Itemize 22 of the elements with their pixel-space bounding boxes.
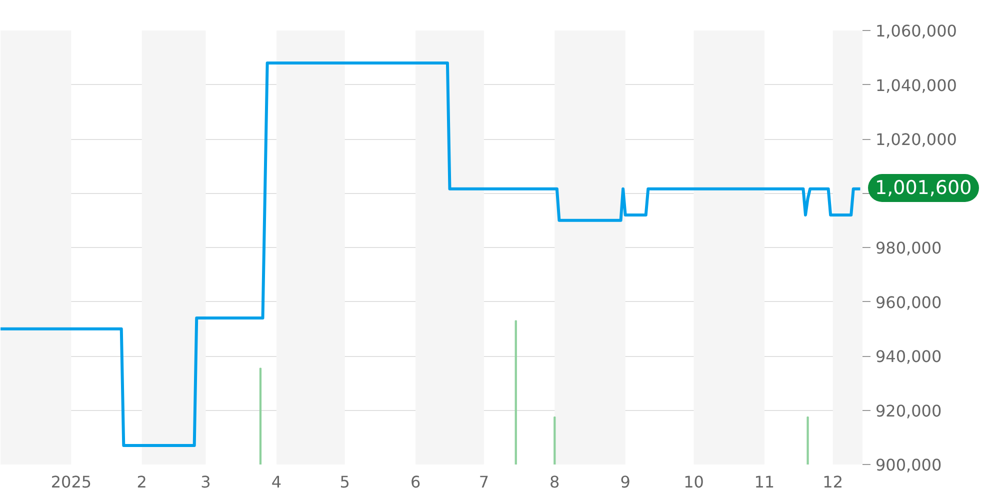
- x-tick-label: 4: [271, 472, 282, 492]
- x-tick-label: 2: [136, 472, 147, 492]
- y-tick-label: 940,000: [876, 347, 942, 366]
- x-tick-label: 7: [478, 472, 490, 492]
- line-series: [0, 62, 862, 448]
- x-tick-label: 11: [754, 472, 775, 492]
- x-tick-label: 12: [822, 472, 844, 492]
- x-tick-label: 9: [620, 472, 630, 492]
- x-tick-label: 8: [550, 472, 560, 492]
- x-tick-label: 2025: [50, 472, 92, 492]
- y-tick-label: 1,060,000: [876, 22, 957, 40]
- text: 1,001,600: [868, 174, 979, 202]
- y-tick-label: 920,000: [876, 401, 942, 420]
- y-tick-label: 1,020,000: [876, 130, 957, 149]
- y-tick-label: 900,000: [876, 456, 942, 474]
- y-tick-label: 980,000: [876, 238, 942, 258]
- y-tick-label: 960,000: [876, 292, 942, 312]
- x-tick-label: 6: [410, 472, 421, 492]
- y-tick-label: 1,040,000: [876, 76, 957, 95]
- x-tick-label: 3: [200, 472, 211, 492]
- x-tick-label: 5: [340, 472, 350, 492]
- x-tick-label: 10: [684, 472, 704, 492]
